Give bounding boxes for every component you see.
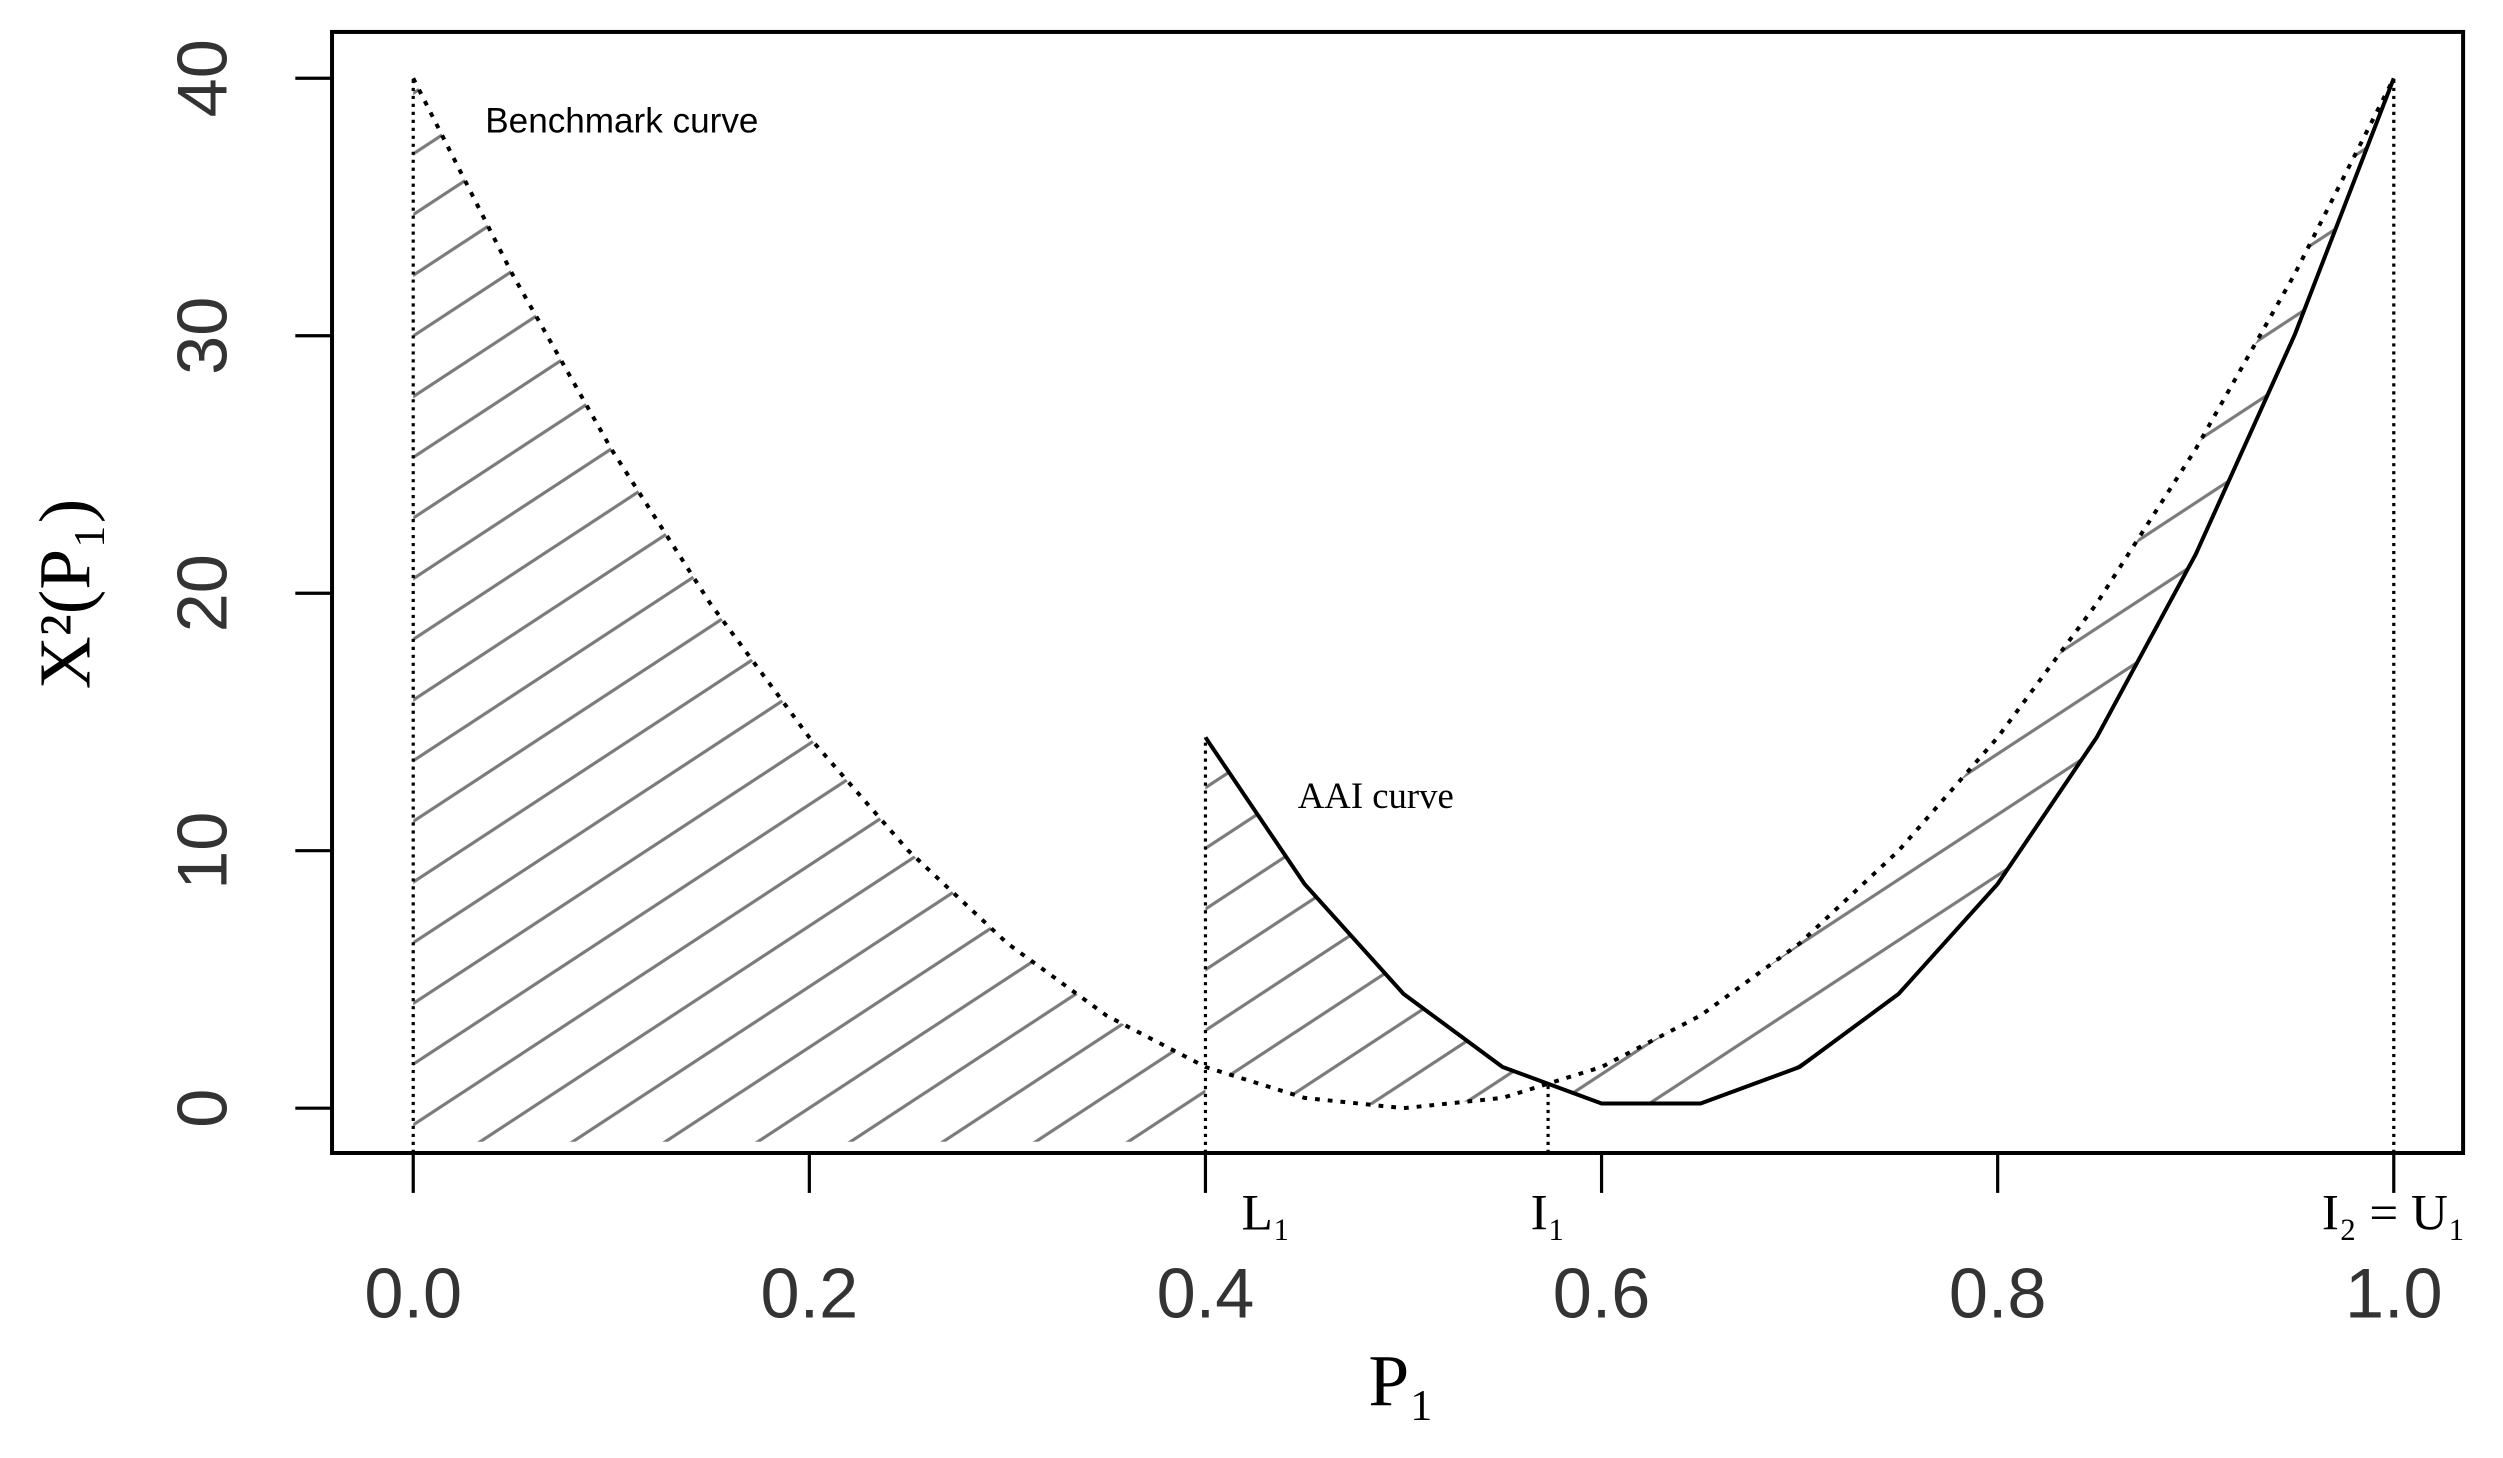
x-tick-label: 1.0 [2345, 1253, 2443, 1332]
y-axis-title: X²(P₁) [24, 499, 105, 689]
x-axis-title: P₁ [1368, 1340, 1434, 1421]
y-tick-label: 30 [163, 297, 242, 375]
curve [1203, 77, 2396, 1106]
y-tick-label: 40 [163, 39, 242, 117]
curve [411, 77, 2396, 1111]
x-tick-label: 0.8 [1949, 1253, 2047, 1332]
y-tick-label: 10 [163, 812, 242, 890]
marker-label: I₁ [1531, 1185, 1566, 1242]
hatched-area [1205, 78, 2394, 1109]
curve-label: Benchmark curve [485, 102, 758, 141]
x-tick-label: 0.2 [761, 1253, 859, 1332]
hatched-area [413, 78, 1206, 1142]
y-tick-label: 0 [163, 1089, 242, 1128]
marker-label: L₁ [1242, 1185, 1291, 1242]
x-tick-label: 0.0 [364, 1253, 462, 1332]
x-tick-label: 0.6 [1553, 1253, 1651, 1332]
curve-label: AAI curve [1298, 775, 1454, 816]
x-tick-label: 0.4 [1157, 1253, 1255, 1332]
marker-label: I₂ = U₁ [2322, 1185, 2466, 1242]
y-tick-label: 20 [163, 554, 242, 632]
